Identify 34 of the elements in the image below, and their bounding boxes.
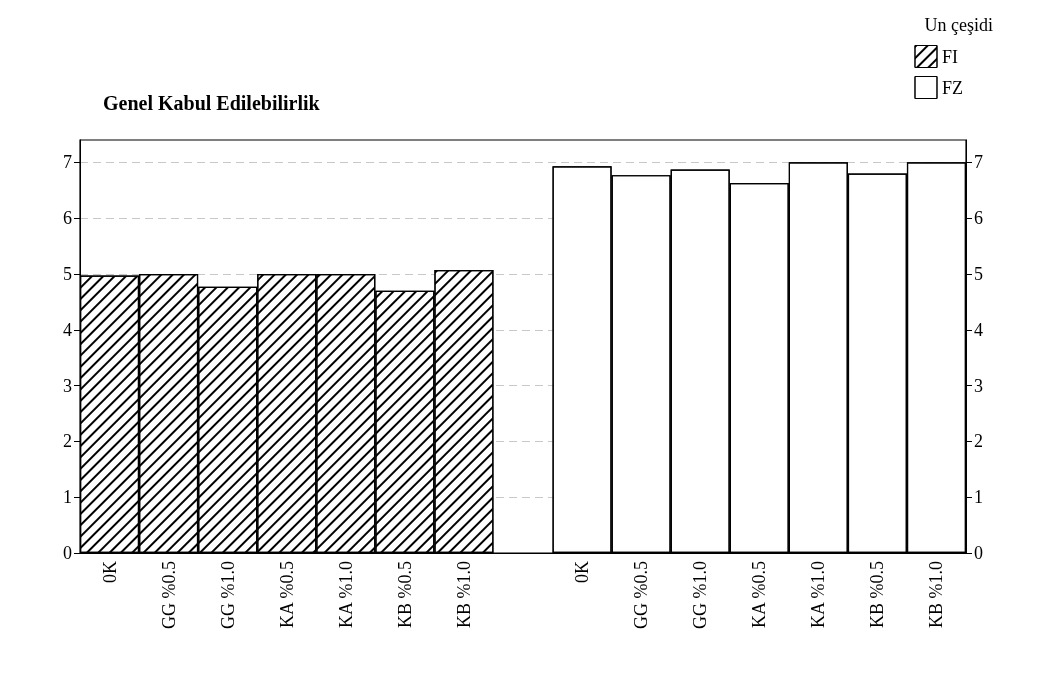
x-tick-label: KB %0.5 (867, 561, 888, 628)
legend-label: FI (941, 46, 959, 67)
chart-title: Genel Kabul Edilebilirlik (103, 92, 321, 114)
legend-label: FZ (941, 77, 964, 98)
y2-tick-label: 5 (974, 263, 983, 284)
legend-title: Un çeşidi (924, 15, 993, 35)
x-tick-label: KA %1.0 (808, 561, 829, 628)
x-tick-label: GG %0.5 (158, 561, 179, 629)
y-tick-label: 1 (63, 487, 72, 508)
y2-tick-label: 1 (974, 487, 983, 508)
y-tick-label: 4 (63, 319, 72, 340)
x-tick-label: KA %0.5 (749, 561, 770, 628)
y2-tick-label: 4 (974, 319, 983, 340)
x-tick-label: KB %1.0 (453, 561, 474, 628)
x-tick-label: GG %1.0 (690, 561, 711, 629)
x-tick-label: KB %0.5 (394, 561, 415, 628)
y2-tick-label: 0 (974, 543, 983, 563)
y2-tick-label: 6 (974, 208, 983, 229)
y-tick-label: 7 (63, 152, 72, 173)
y-tick-label: 3 (63, 375, 72, 396)
y-tick-label: 6 (63, 208, 72, 229)
x-tick-label: GG %1.0 (217, 561, 238, 629)
y-tick-label: 5 (63, 263, 72, 284)
x-tick-label: 0K (572, 561, 593, 583)
x-tick-label: KB %1.0 (926, 561, 947, 628)
y-tick-label: 2 (63, 431, 72, 452)
x-tick-label: 0K (99, 561, 120, 583)
x-tick-label: KA %1.0 (335, 561, 356, 628)
y2-tick-label: 3 (974, 375, 983, 396)
x-tick-label: KA %0.5 (276, 561, 297, 628)
y2-tick-label: 7 (974, 152, 983, 173)
x-tick-label: GG %0.5 (631, 561, 652, 629)
y2-tick-label: 2 (974, 431, 983, 452)
y-tick-label: 0 (63, 543, 72, 563)
